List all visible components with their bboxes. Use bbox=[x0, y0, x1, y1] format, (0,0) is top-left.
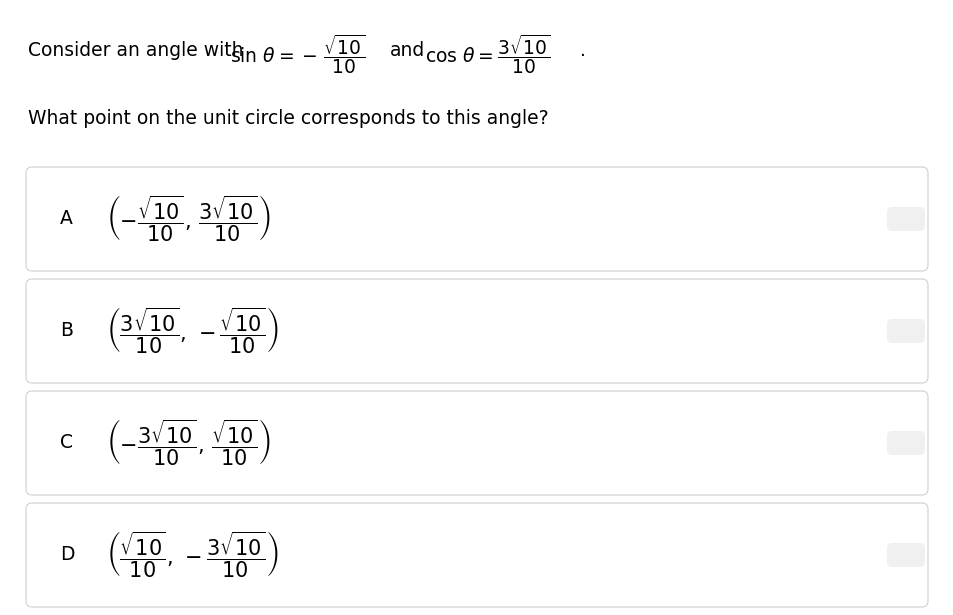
Text: $\left(-\dfrac{3\sqrt{10}}{10},\,\dfrac{\sqrt{10}}{10}\right)$: $\left(-\dfrac{3\sqrt{10}}{10},\,\dfrac{… bbox=[106, 418, 271, 469]
Text: and: and bbox=[390, 41, 425, 60]
FancyBboxPatch shape bbox=[26, 391, 927, 495]
FancyBboxPatch shape bbox=[886, 543, 924, 567]
Text: B: B bbox=[60, 322, 73, 341]
Text: $\left(\dfrac{3\sqrt{10}}{10},\,-\dfrac{\sqrt{10}}{10}\right)$: $\left(\dfrac{3\sqrt{10}}{10},\,-\dfrac{… bbox=[106, 306, 278, 356]
FancyBboxPatch shape bbox=[26, 279, 927, 383]
Text: What point on the unit circle corresponds to this angle?: What point on the unit circle correspond… bbox=[28, 108, 548, 127]
FancyBboxPatch shape bbox=[26, 167, 927, 271]
Text: D: D bbox=[60, 546, 74, 565]
FancyBboxPatch shape bbox=[26, 503, 927, 607]
Text: $\sin\,\theta = -\,\dfrac{\sqrt{10}}{10}$: $\sin\,\theta = -\,\dfrac{\sqrt{10}}{10}… bbox=[230, 32, 365, 76]
FancyBboxPatch shape bbox=[886, 319, 924, 343]
Text: $\left(-\dfrac{\sqrt{10}}{10},\,\dfrac{3\sqrt{10}}{10}\right)$: $\left(-\dfrac{\sqrt{10}}{10},\,\dfrac{3… bbox=[106, 194, 271, 244]
Text: A: A bbox=[60, 210, 72, 229]
Text: Consider an angle with: Consider an angle with bbox=[28, 41, 243, 60]
FancyBboxPatch shape bbox=[886, 431, 924, 455]
Text: C: C bbox=[60, 434, 73, 453]
Text: $\cos\,\theta = \dfrac{3\sqrt{10}}{10}$: $\cos\,\theta = \dfrac{3\sqrt{10}}{10}$ bbox=[424, 32, 550, 76]
Text: .: . bbox=[579, 41, 585, 60]
FancyBboxPatch shape bbox=[886, 207, 924, 231]
Text: $\left(\dfrac{\sqrt{10}}{10},\,-\dfrac{3\sqrt{10}}{10}\right)$: $\left(\dfrac{\sqrt{10}}{10},\,-\dfrac{3… bbox=[106, 530, 278, 581]
